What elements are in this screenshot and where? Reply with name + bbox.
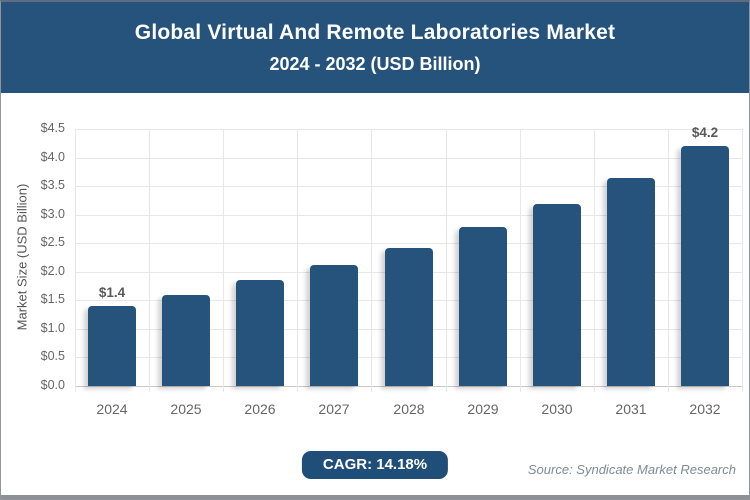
bar-2028 <box>385 248 433 386</box>
x-axis-label: 2030 <box>541 401 573 417</box>
x-axis-label: 2027 <box>318 401 350 417</box>
h-gridline <box>75 129 742 130</box>
x-axis-label: 2028 <box>393 401 425 417</box>
bottom-accent-strip <box>1 495 749 499</box>
y-tick-label: $3.0 <box>40 207 65 221</box>
y-tick-label: $0.0 <box>40 378 65 392</box>
y-tick-label: $0.5 <box>40 349 65 363</box>
v-gridline <box>594 129 595 392</box>
v-gridline <box>371 129 372 392</box>
source-attribution: Source: Syndicate Market Research <box>527 462 736 477</box>
bar-2032 <box>681 146 729 386</box>
chart-title: Global Virtual And Remote Laboratories M… <box>134 20 616 44</box>
h-gridline <box>75 158 742 159</box>
v-gridline <box>446 129 447 392</box>
v-gridline <box>75 129 76 392</box>
y-tick-label: $4.0 <box>40 150 65 164</box>
y-tick-label: $1.5 <box>40 292 65 306</box>
bar-2025 <box>162 295 210 386</box>
bar-2026 <box>236 280 284 386</box>
bar-2031 <box>607 178 655 386</box>
y-tick-label: $2.5 <box>40 235 65 249</box>
v-gridline <box>223 129 224 392</box>
h-gridline <box>75 186 742 187</box>
cagr-badge: CAGR: 14.18% <box>301 451 449 479</box>
v-gridline <box>297 129 298 392</box>
y-tick-label: $3.5 <box>40 178 65 192</box>
x-axis-line <box>75 386 742 387</box>
x-axis-label: 2032 <box>689 401 721 417</box>
x-axis-label: 2029 <box>467 401 499 417</box>
plot-area: Market Size (USD Billion) $0.0 $0.5 $1.0 $1… <box>1 95 749 447</box>
h-gridline <box>75 215 742 216</box>
h-gridline <box>75 243 742 244</box>
y-axis-title: Market Size (USD Billion) <box>14 183 30 331</box>
v-gridline <box>149 129 150 392</box>
y-tick-label: $2.0 <box>40 264 65 278</box>
chart-subtitle: 2024 - 2032 (USD Billion) <box>269 53 481 74</box>
x-axis-label: 2026 <box>244 401 276 417</box>
x-axis-label: 2031 <box>615 401 647 417</box>
y-tick-label: $1.0 <box>40 321 65 335</box>
chart-footer: CAGR: 14.18% Source: Syndicate Market Re… <box>1 444 749 495</box>
bar-2029 <box>459 227 507 386</box>
bar-2030 <box>533 204 581 386</box>
x-axis-label: 2025 <box>170 401 202 417</box>
v-gridline <box>520 129 521 392</box>
v-gridline <box>668 129 669 392</box>
y-tick-label: $4.5 <box>40 121 65 135</box>
bar-2027 <box>310 265 358 386</box>
bar-value-label: $4.2 <box>691 125 719 140</box>
bar-value-label: $1.4 <box>98 285 126 300</box>
v-gridline <box>742 129 743 392</box>
chart-header: Global Virtual And Remote Laboratories M… <box>1 2 749 93</box>
bar-2024 <box>88 306 136 386</box>
x-axis-label: 2024 <box>96 401 128 417</box>
